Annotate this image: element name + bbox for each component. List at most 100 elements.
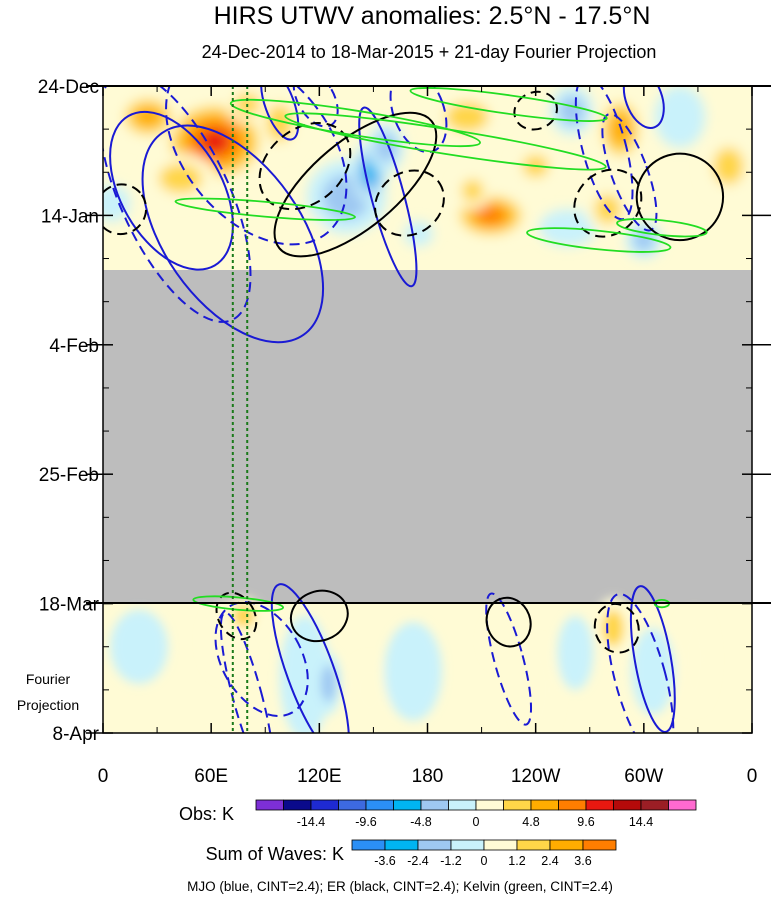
obs-colorbar-swatch-0 [255, 799, 284, 811]
er-contour-26 [485, 596, 532, 648]
waves-colorbar-tick-label-1: -2.4 [407, 854, 429, 868]
obs-colorbar-swatch-12 [585, 799, 614, 811]
x-tick-label-1: 60E [194, 766, 228, 787]
proj-anomaly-blob-4-level-2 [320, 665, 336, 703]
proj-anomaly-blob-2-level-2 [232, 604, 255, 628]
x-tick-label-2: 120E [297, 766, 341, 787]
er-contour-27 [593, 602, 640, 654]
waves-colorbar-label: Sum of Waves: K [206, 844, 344, 864]
obs-anomaly-blob-2-level-2 [158, 163, 203, 194]
er-contour-19 [374, 169, 445, 237]
er-contour-17 [273, 111, 438, 258]
obs-colorbar-swatch-15 [668, 799, 697, 811]
obs-anomaly-blob-22-level-1 [283, 215, 327, 253]
projection-label-line2: Projection [17, 697, 79, 713]
obs-colorbar-tick-label-0: -14.4 [297, 815, 326, 829]
mjo-contour-1 [109, 110, 234, 271]
obs-colorbar-swatch-1 [283, 799, 312, 811]
y-tick-label-3: 25-Feb [39, 465, 99, 486]
proj-anomaly-blob-7-level-1 [485, 615, 522, 666]
projection-label-line1: Fourier [26, 671, 71, 687]
waves-colorbar-swatch-7 [582, 839, 617, 851]
x-tick-label-0: 0 [98, 766, 109, 787]
er-contour-24 [289, 589, 349, 643]
obs-colorbar-tick-label-1: -9.6 [355, 815, 377, 829]
chart-title: HIRS UTWV anomalies: 2.5°N - 17.5°N [214, 2, 651, 30]
obs-colorbar-tick-label-5: 9.6 [577, 815, 594, 829]
proj-anomaly-blob-9-level-1 [557, 615, 594, 690]
proj-anomaly-blob-10-level-2 [602, 609, 625, 647]
obs-colorbar-tick-label-6: 14.4 [629, 815, 653, 829]
obs-colorbar: -14.4 -9.6 -4.8 0 4.8 9.6 14.4 [255, 799, 697, 829]
obs-anomaly-blob-17-level-2 [633, 228, 655, 252]
obs-anomaly-blob-11-level-2 [461, 179, 484, 202]
mjo-contour-2 [103, 86, 252, 323]
waves-colorbar-tick-label-3: 0 [481, 854, 488, 868]
obs-anomaly-blob-21-level-1 [103, 184, 131, 222]
x-tick-label-4: 120W [511, 766, 561, 787]
obs-anomaly-blob-23-level-1 [404, 221, 433, 247]
waves-colorbar: -3.6 -2.4 -1.2 0 1.2 2.4 3.6 [351, 839, 617, 868]
obs-colorbar-label: Obs: K [179, 804, 234, 824]
mjo-contour-4 [260, 86, 300, 141]
mjo-contour-15 [629, 585, 676, 733]
footer-caption: MJO (blue, CINT=2.4); ER (black, CINT=2.… [187, 879, 613, 894]
mjo-contour-9 [574, 86, 634, 221]
kelvin-contour-32 [526, 227, 672, 253]
mjo-contour-14 [485, 592, 533, 726]
proj-anomaly-blob-6-level-1 [384, 622, 442, 721]
waves-colorbar-swatch-2 [417, 839, 452, 851]
obs-anomaly-blob-18-level-1 [654, 86, 706, 148]
obs-colorbar-swatch-6 [420, 799, 449, 811]
y-axis: 24-Dec 14-Jan 4-Feb 25-Feb 18-Mar 8-Apr [38, 77, 771, 745]
waves-colorbar-tick-label-4: 1.2 [508, 854, 525, 868]
proj-anomaly-blob-12-level-1 [676, 609, 713, 709]
kelvin-contour-34 [192, 595, 285, 612]
x-tick-label-6: 0 [747, 766, 758, 787]
mjo-contour-11 [270, 583, 350, 733]
obs-anomaly-blob-20-level-1 [726, 86, 749, 111]
kelvin-contour-30 [409, 87, 608, 122]
obs-anomaly-blob-19-level-2 [713, 147, 744, 185]
y-tick-label-1: 14-Jan [41, 206, 99, 227]
y-tick-label-2: 4-Feb [49, 336, 99, 357]
waves-colorbar-swatch-4 [483, 839, 518, 851]
x-axis: 0 60E 120E 180 120W 60W 0 [98, 86, 758, 787]
mjo-contour-3 [165, 86, 348, 246]
waves-colorbar-swatch-5 [516, 839, 551, 851]
obs-colorbar-tick-label-2: -4.8 [410, 815, 432, 829]
obs-colorbar-swatch-4 [365, 799, 394, 811]
obs-anomaly-blob-10-level-4 [477, 207, 504, 224]
waves-colorbar-tick-label-6: 3.6 [574, 854, 591, 868]
mjo-contour-16 [606, 592, 675, 733]
obs-colorbar-swatch-5 [393, 799, 422, 811]
waves-colorbar-tick-label-5: 2.4 [541, 854, 558, 868]
y-tick-label-5: 8-Apr [53, 724, 100, 745]
obs-colorbar-tick-label-4: 4.8 [522, 815, 539, 829]
kelvin-contour-33 [616, 218, 708, 238]
kelvin-contour-31 [174, 197, 356, 221]
obs-colorbar-swatch-14 [640, 799, 669, 811]
waves-colorbar-tick-label-2: -1.2 [440, 854, 462, 868]
er-contour-20 [103, 183, 148, 236]
observed-anomaly-field [103, 86, 752, 259]
obs-colorbar-swatch-11 [558, 799, 587, 811]
kelvin-contour-29 [284, 112, 607, 171]
missing-data-region [103, 270, 752, 603]
y-tick-label-4: 18-Mar [39, 595, 100, 616]
proj-anomaly-blob-5-level-1 [348, 659, 392, 721]
mjo-contour-10 [601, 113, 658, 232]
y-tick-label-0: 24-Dec [38, 77, 99, 98]
mjo-contour-13 [214, 601, 309, 717]
mjo-contour-6 [358, 106, 418, 288]
wave-contours [103, 86, 725, 733]
waves-colorbar-tick-label-0: -3.6 [374, 854, 396, 868]
er-contour-25 [215, 591, 258, 641]
kelvin-contour-28 [229, 98, 481, 148]
obs-anomaly-blob-13-level-2 [558, 95, 585, 126]
waves-colorbar-swatch-1 [384, 839, 419, 851]
obs-colorbar-swatch-2 [310, 799, 339, 811]
obs-colorbar-swatch-8 [475, 799, 504, 811]
